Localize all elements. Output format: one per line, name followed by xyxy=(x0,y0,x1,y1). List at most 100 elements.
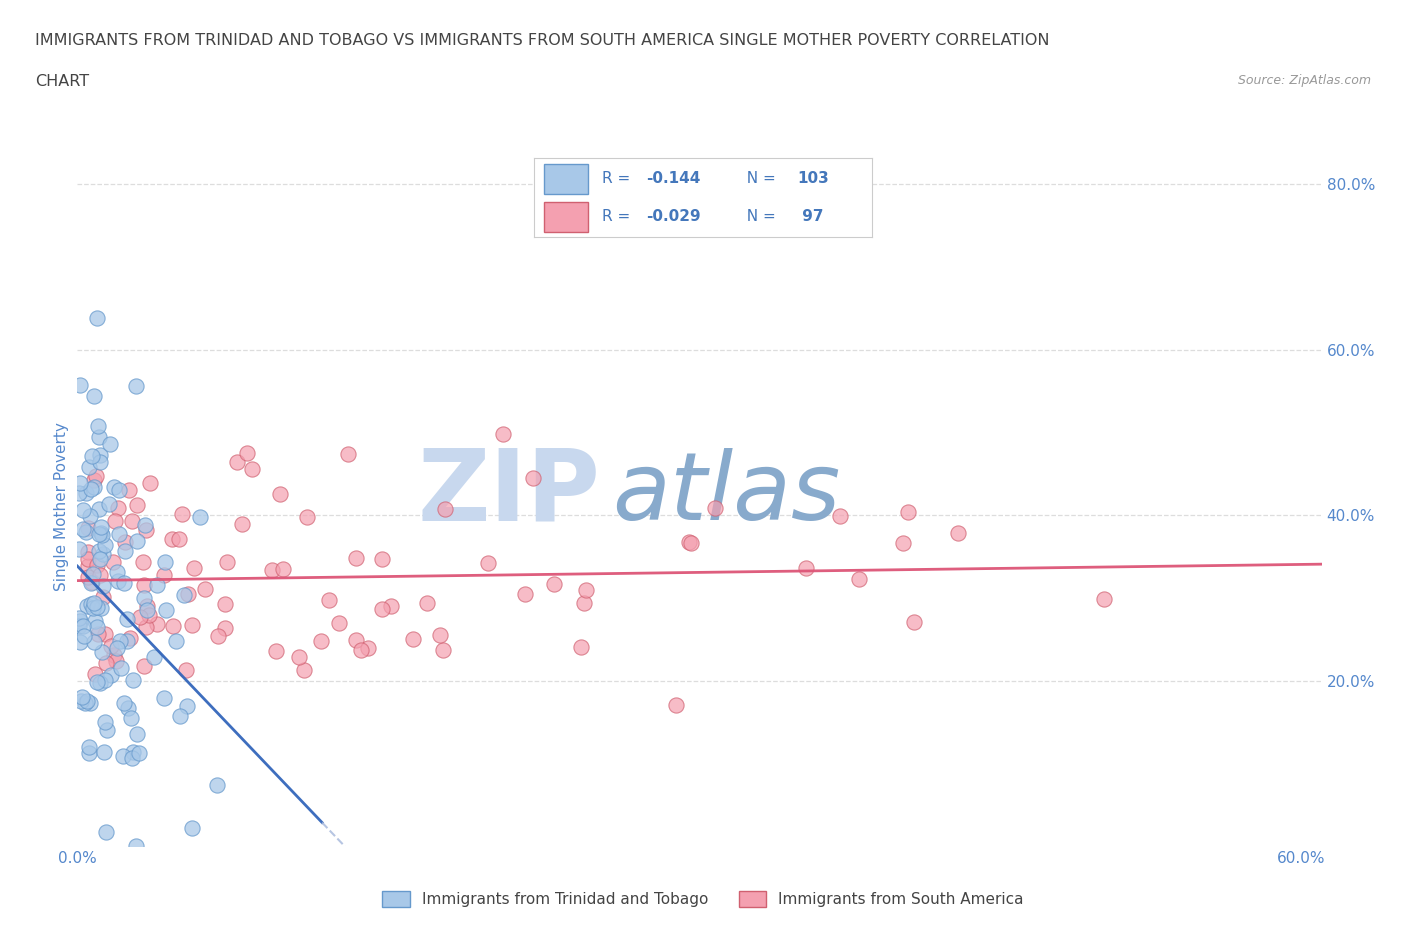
Text: 97: 97 xyxy=(797,209,824,224)
Point xyxy=(946,525,969,540)
Point xyxy=(86,619,108,634)
Point xyxy=(271,561,294,576)
Point xyxy=(82,567,104,582)
Point xyxy=(190,510,212,525)
Point xyxy=(87,626,110,641)
Point xyxy=(87,418,110,433)
Point xyxy=(155,555,177,570)
Point xyxy=(86,311,108,325)
Point xyxy=(69,634,91,649)
Point xyxy=(83,472,105,487)
Point xyxy=(67,618,90,633)
Point xyxy=(183,561,205,576)
Point xyxy=(135,523,157,538)
Point xyxy=(344,551,367,565)
Point xyxy=(165,634,187,649)
Point xyxy=(108,634,131,649)
Point xyxy=(575,583,598,598)
Point xyxy=(76,570,98,585)
Point xyxy=(122,744,145,759)
Point xyxy=(118,483,141,498)
Point xyxy=(167,531,190,546)
Point xyxy=(180,618,202,632)
Point xyxy=(75,485,97,500)
Point xyxy=(176,698,198,713)
Legend: Immigrants from Trinidad and Tobago, Immigrants from South America: Immigrants from Trinidad and Tobago, Imm… xyxy=(375,884,1031,913)
Point xyxy=(217,554,239,569)
Point xyxy=(177,587,200,602)
Point xyxy=(297,510,319,525)
Point xyxy=(72,503,94,518)
Point xyxy=(121,513,143,528)
Point xyxy=(169,709,191,724)
Point xyxy=(337,446,360,461)
Point xyxy=(79,696,101,711)
Point xyxy=(76,599,98,614)
Point xyxy=(125,534,148,549)
Point xyxy=(80,575,103,590)
Point xyxy=(77,746,100,761)
Text: N =: N = xyxy=(737,171,780,186)
Point xyxy=(80,448,103,463)
Point xyxy=(240,461,263,476)
Text: R =: R = xyxy=(602,171,636,186)
Point xyxy=(100,668,122,683)
Point xyxy=(207,629,229,644)
Point xyxy=(371,551,394,566)
Point xyxy=(162,619,184,634)
Point xyxy=(139,475,162,490)
Point xyxy=(226,455,249,470)
Point xyxy=(260,562,283,577)
Point xyxy=(83,479,105,494)
Point xyxy=(89,526,111,541)
Point xyxy=(828,508,851,523)
Point xyxy=(108,527,131,542)
Point xyxy=(134,518,156,533)
Point xyxy=(91,578,114,593)
Point xyxy=(86,600,108,615)
Point xyxy=(86,674,108,689)
Point xyxy=(402,631,425,646)
Point xyxy=(83,667,105,682)
Point xyxy=(67,485,90,500)
Point xyxy=(82,601,104,616)
Point xyxy=(434,501,457,516)
Point xyxy=(135,619,157,634)
Point xyxy=(170,506,193,521)
Point xyxy=(105,641,128,656)
Point xyxy=(135,603,157,618)
Point xyxy=(107,500,129,515)
Point xyxy=(91,590,114,604)
Point xyxy=(153,690,176,705)
Text: N =: N = xyxy=(737,209,780,224)
Point xyxy=(125,839,148,854)
Point xyxy=(84,613,107,628)
Point xyxy=(76,551,98,566)
Point xyxy=(114,535,136,550)
Point xyxy=(93,714,115,729)
Point xyxy=(112,695,135,710)
Point xyxy=(120,711,142,725)
Point xyxy=(84,469,107,484)
Point xyxy=(69,475,91,490)
Point xyxy=(89,455,111,470)
Point xyxy=(87,502,110,517)
Point xyxy=(135,598,157,613)
Point xyxy=(91,644,114,659)
Point xyxy=(897,505,920,520)
Text: 103: 103 xyxy=(797,171,830,186)
Point xyxy=(127,498,149,512)
Point xyxy=(83,634,105,649)
Point xyxy=(90,601,112,616)
Point xyxy=(115,634,138,649)
Point xyxy=(69,614,91,629)
Text: -0.144: -0.144 xyxy=(645,171,700,186)
Text: IMMIGRANTS FROM TRINIDAD AND TOBAGO VS IMMIGRANTS FROM SOUTH AMERICA SINGLE MOTH: IMMIGRANTS FROM TRINIDAD AND TOBAGO VS I… xyxy=(35,33,1050,47)
Point xyxy=(121,672,143,687)
Text: Source: ZipAtlas.com: Source: ZipAtlas.com xyxy=(1237,74,1371,87)
Point xyxy=(80,575,103,590)
Point xyxy=(103,555,125,570)
Point xyxy=(100,638,122,653)
Point xyxy=(214,620,236,635)
Point xyxy=(105,565,128,579)
